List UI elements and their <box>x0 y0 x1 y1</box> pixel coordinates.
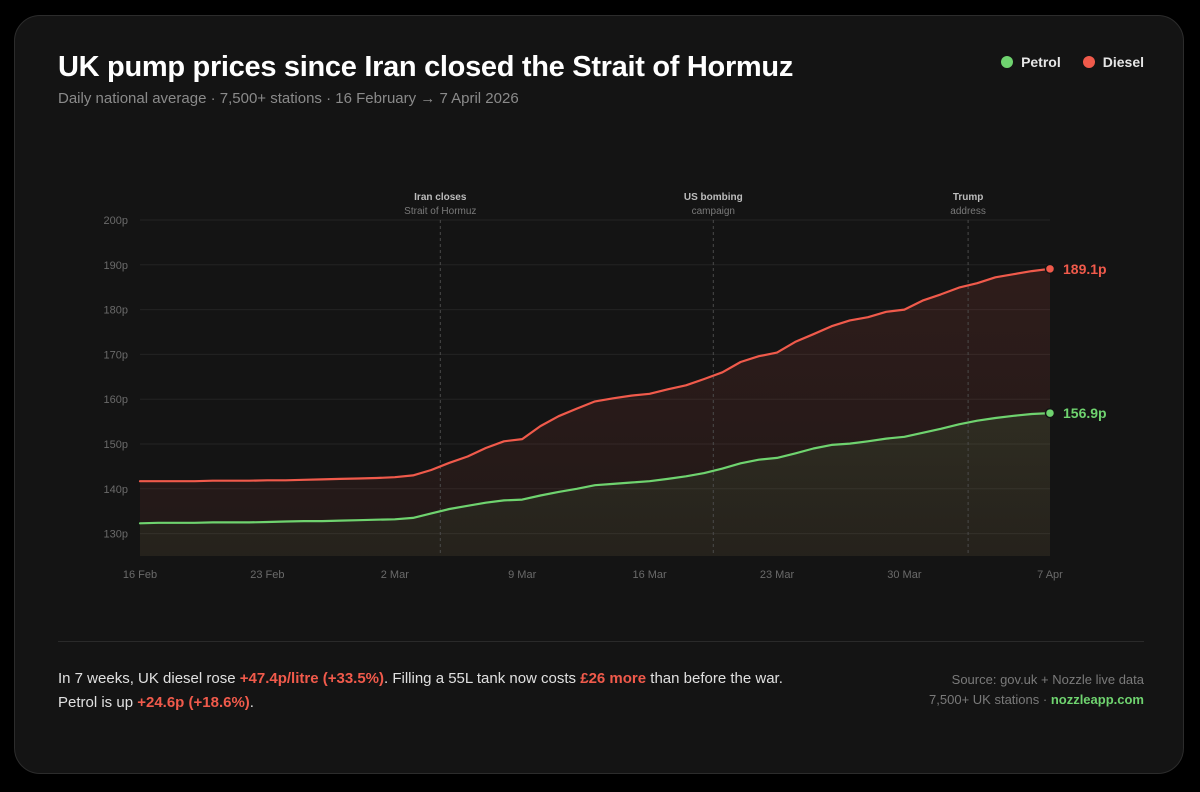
diesel-line <box>138 267 1052 483</box>
source-block: Source: gov.uk + Nozzle live data 7,500+… <box>929 670 1144 710</box>
summary-part: . Filling a 55L tank now costs <box>384 670 581 687</box>
legend-item-petrol[interactable]: Petrol <box>1001 54 1061 70</box>
y-tick-label: 150p <box>104 439 128 451</box>
petrol-line <box>138 412 1052 525</box>
event-marker-title: Trump <box>953 192 984 203</box>
site-link[interactable]: nozzleapp.com <box>1050 692 1144 707</box>
legend-label-diesel: Diesel <box>1102 54 1144 70</box>
summary-text: In 7 weeks, UK diesel rose +47.4p/litre … <box>58 667 818 715</box>
event-marker-subtitle: campaign <box>692 206 735 217</box>
x-tick-label: 30 Mar <box>887 569 922 581</box>
petrol-rise-highlight: +24.6p (+18.6%) <box>137 694 250 711</box>
footer-divider <box>58 641 1144 642</box>
chart-title: UK pump prices since Iran closed the Str… <box>58 51 794 83</box>
diesel-dot-icon <box>1082 56 1095 68</box>
x-tick-label: 16 Mar <box>632 569 667 581</box>
event-marker-subtitle: address <box>950 206 986 217</box>
petrol-end-label: 156.9p <box>1063 405 1107 421</box>
x-tick-label: 23 Mar <box>760 569 795 581</box>
summary-part: than before the war. <box>646 670 783 687</box>
stations-line: 7,500+ UK stations · nozzleapp.com <box>929 690 1144 710</box>
summary-part: Petrol is up <box>58 694 138 711</box>
y-tick-label: 130p <box>104 529 128 541</box>
event-marker-title: Iran closes <box>414 192 467 203</box>
event-marker-title: US bombing <box>684 192 743 203</box>
y-tick-label: 170p <box>104 349 128 361</box>
y-tick-label: 160p <box>104 394 128 406</box>
chart-subtitle: Daily national average · 7,500+ stations… <box>58 90 519 107</box>
petrol-dot-icon <box>1001 56 1014 68</box>
tank-cost-highlight: £26 more <box>580 670 647 687</box>
legend-label-petrol: Petrol <box>1021 54 1061 70</box>
x-tick-label: 2 Mar <box>381 569 409 581</box>
x-tick-label: 9 Mar <box>508 569 536 581</box>
source-line: Source: gov.uk + Nozzle live data <box>951 672 1144 687</box>
diesel-end-label: 189.1p <box>1063 261 1107 277</box>
event-marker-subtitle: Strait of Hormuz <box>404 206 476 217</box>
summary-part: In 7 weeks, UK diesel rose <box>58 670 240 687</box>
legend: Petrol Diesel <box>1001 54 1144 70</box>
y-tick-label: 180p <box>104 305 128 317</box>
diesel-rise-highlight: +47.4p/litre (+33.5%) <box>239 670 385 687</box>
y-tick-label: 200p <box>104 215 128 227</box>
y-tick-label: 140p <box>104 484 128 496</box>
legend-item-diesel[interactable]: Diesel <box>1082 54 1144 70</box>
diesel-end-point <box>1044 263 1056 275</box>
x-tick-label: 7 Apr <box>1037 569 1063 581</box>
x-tick-label: 23 Feb <box>250 569 284 581</box>
stations-text: 7,500+ UK stations · <box>929 692 1051 707</box>
petrol-end-point <box>1044 407 1056 419</box>
x-tick-label: 16 Feb <box>123 569 157 581</box>
y-tick-label: 190p <box>104 260 128 272</box>
price-chart: Iran closes Strait of Hormuz US bombing cam… <box>104 192 1107 581</box>
summary-part: . <box>249 694 254 711</box>
